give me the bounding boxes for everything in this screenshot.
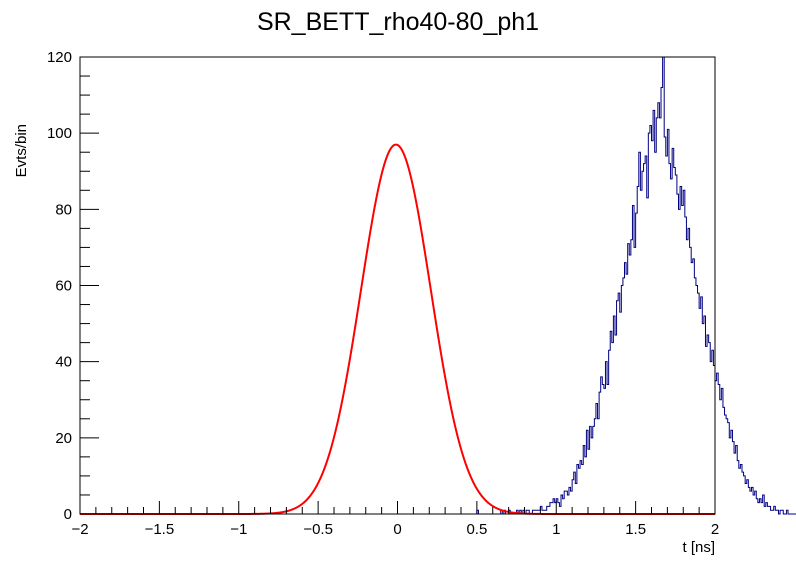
- x-tick-label: 1: [552, 521, 560, 538]
- x-tick-label: 1.5: [625, 521, 646, 538]
- x-axis-label: t [ns]: [682, 539, 715, 556]
- x-tick-label: 0.5: [466, 521, 487, 538]
- gaussian-fit-curve: [80, 143, 715, 515]
- y-tick-label: 0: [64, 506, 72, 523]
- x-tick-label: −2: [71, 521, 88, 538]
- x-tick-label: 0: [393, 521, 401, 538]
- y-tick-label: 20: [55, 430, 72, 447]
- y-tick-label: 120: [47, 49, 72, 66]
- y-tick-label: 40: [55, 354, 72, 371]
- y-tick-label: 80: [55, 201, 72, 218]
- y-axis-label: Evts/bin: [13, 124, 30, 177]
- x-tick-label: −1.5: [145, 521, 175, 538]
- y-tick-label: 60: [55, 278, 72, 295]
- chart-title: SR_BETT_rho40-80_ph1: [257, 8, 539, 36]
- histogram-series: [80, 56, 796, 515]
- y-tick-label: 100: [47, 125, 72, 142]
- x-tick-label: −0.5: [303, 521, 333, 538]
- x-tick-label: 2: [711, 521, 719, 538]
- plot-frame: [79, 56, 716, 515]
- x-tick-label: −1: [230, 521, 247, 538]
